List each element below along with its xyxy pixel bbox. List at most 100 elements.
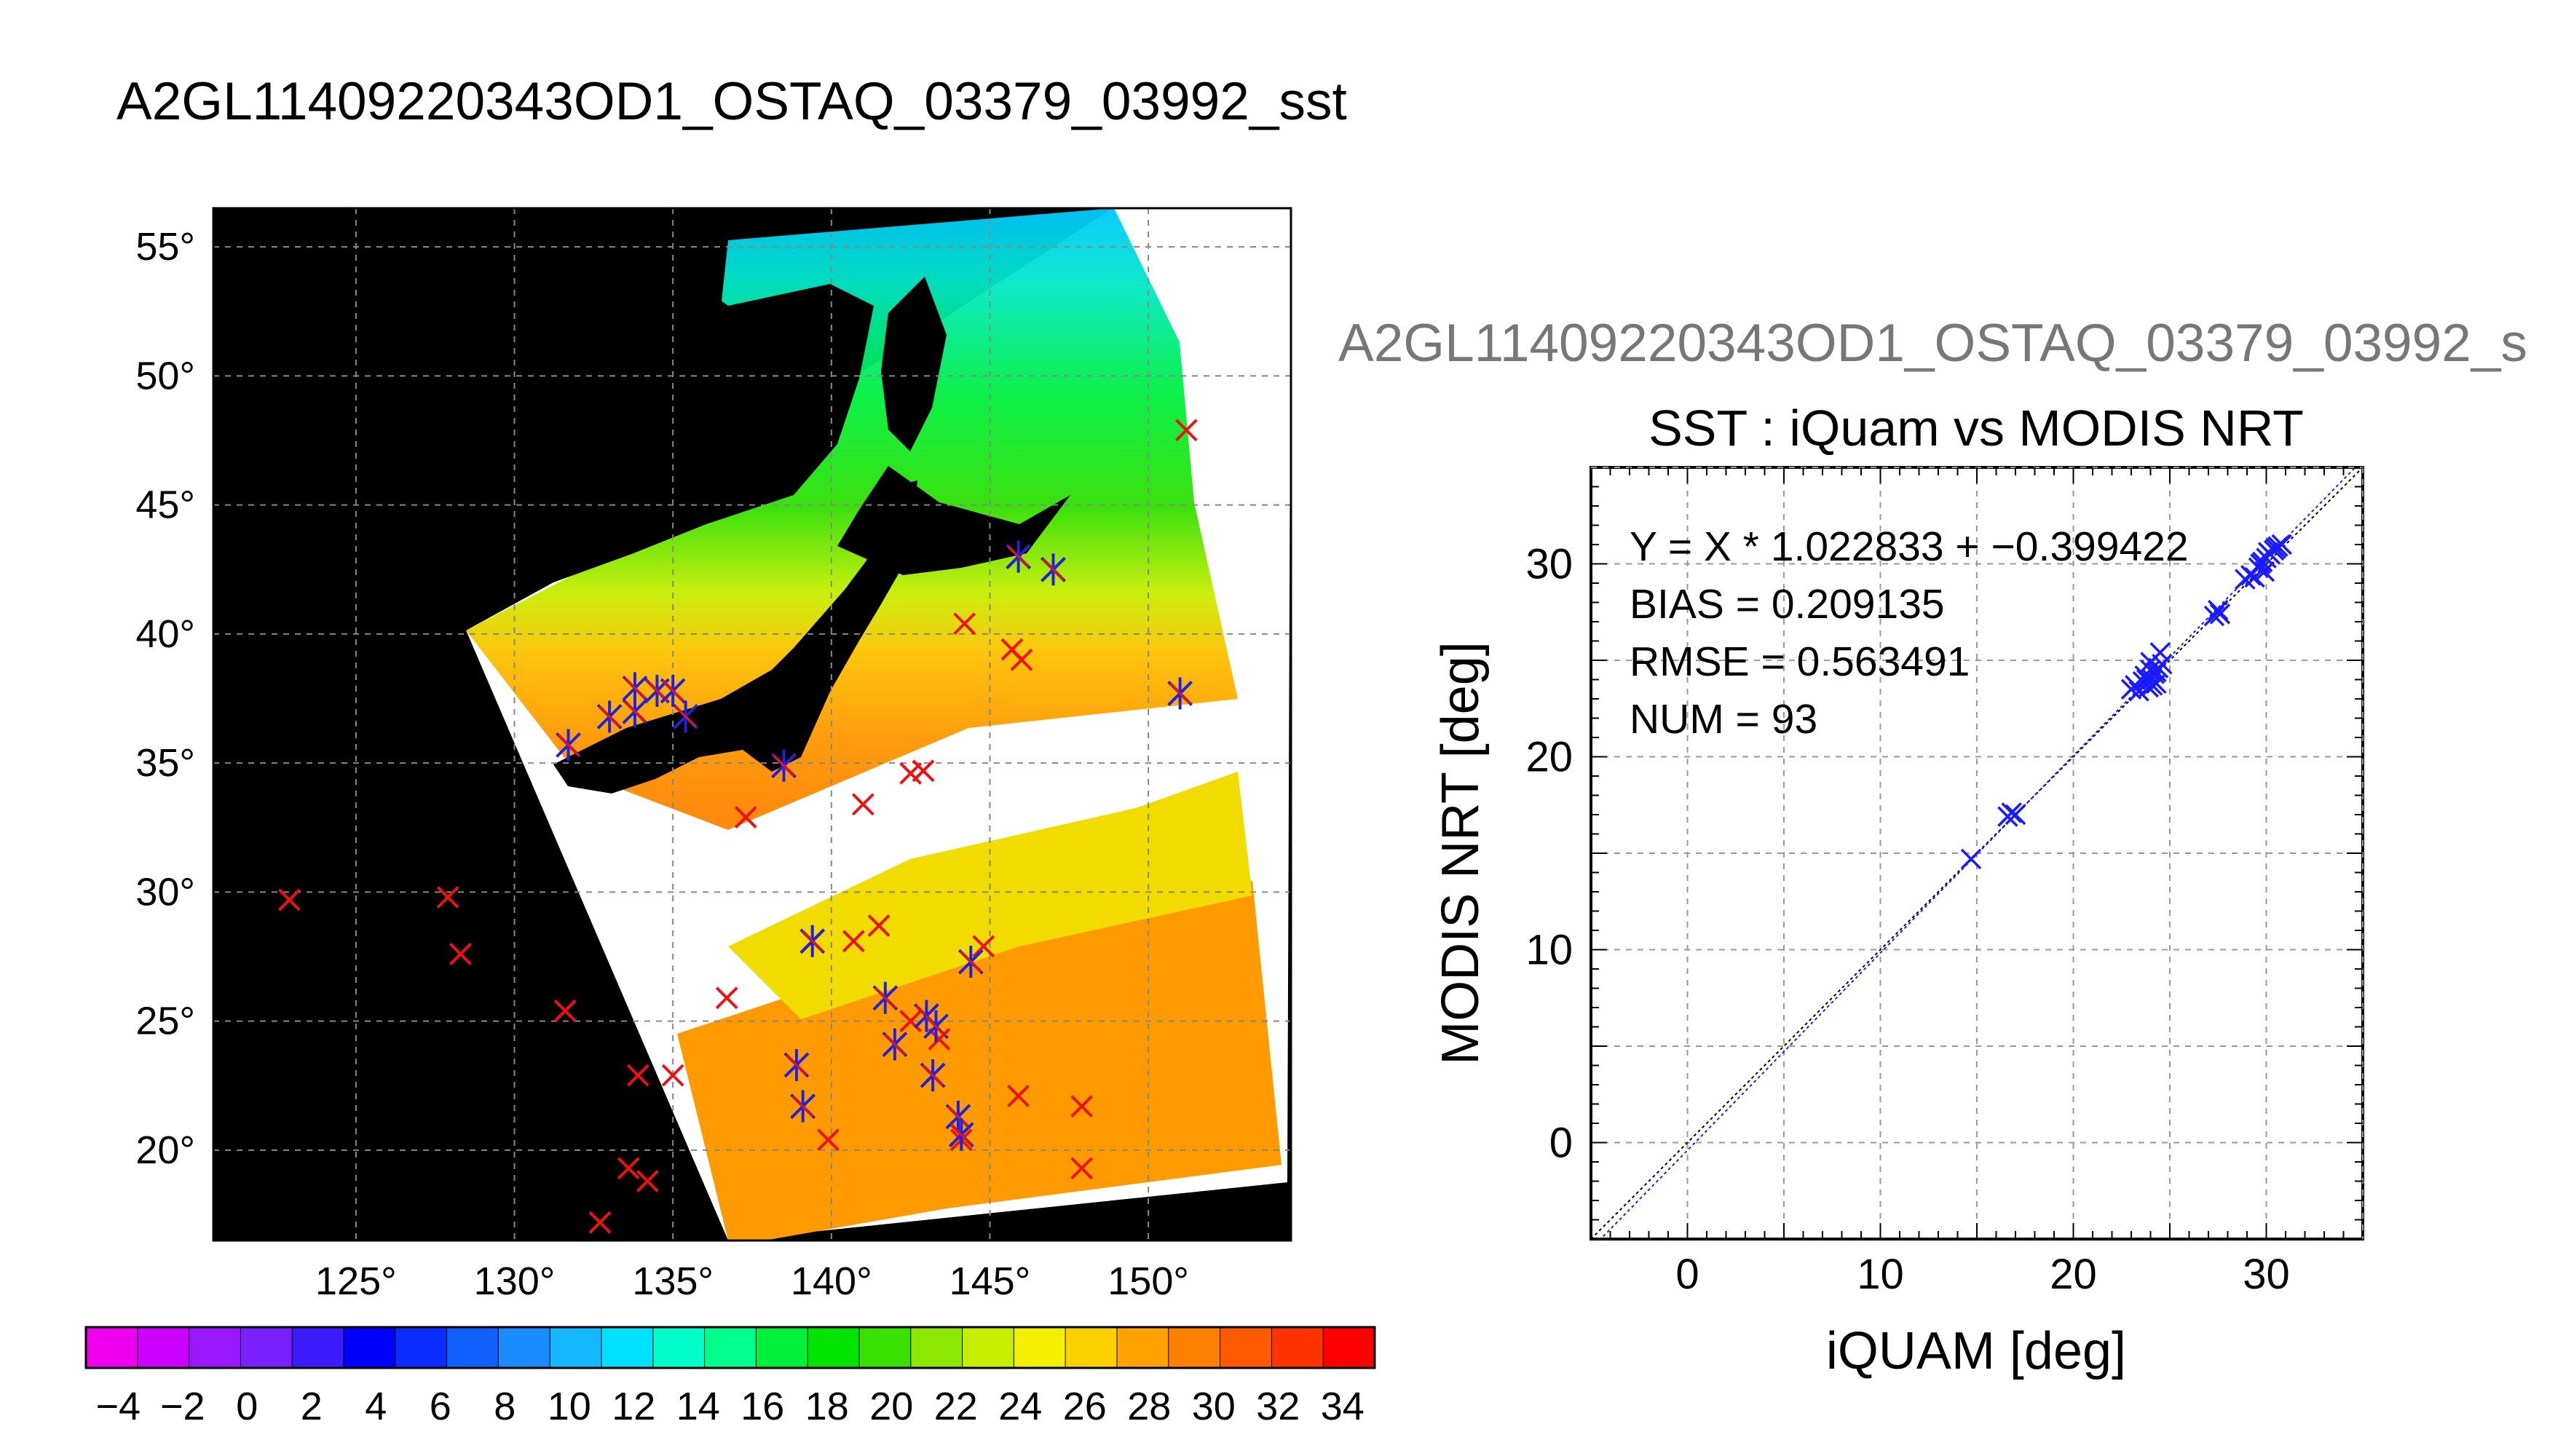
map-point-unmatched [636, 1170, 659, 1192]
map-lat-tick: 20° [135, 1128, 195, 1172]
map-point-matched [948, 1118, 974, 1151]
scatter-y-axis-label: MODIS NRT [deg] [1431, 641, 1490, 1065]
scatter-x-tick-label: 0 [1675, 1251, 1699, 1298]
scatter-point [1960, 848, 1982, 870]
colorbar-frame [84, 1326, 1376, 1369]
map-point-unmatched [842, 930, 865, 953]
scatter-grid [1591, 467, 2364, 1239]
map-lon-tick: 140° [791, 1259, 872, 1303]
colorbar-bin [395, 1326, 448, 1369]
map-lon-tick: 150° [1107, 1259, 1189, 1303]
colorbar-tick-label: 8 [494, 1385, 516, 1428]
colorbar-bins [85, 1326, 1375, 1369]
colorbar-tick-label: 24 [998, 1385, 1042, 1428]
map-point-unmatched [1070, 1095, 1094, 1118]
map-point-matched [1006, 540, 1032, 573]
scatter-point [2208, 599, 2229, 621]
map-point-matched [783, 1048, 810, 1081]
colorbar-bin [755, 1326, 809, 1369]
colorbar-bin [1168, 1326, 1221, 1369]
scatter-points [1960, 534, 2292, 870]
colorbar-bin [1322, 1326, 1375, 1369]
scatter-y-tick-label: 10 [1525, 927, 1573, 974]
colorbar-tick-labels: −4 −2 0 2 4 6 8 10 12 14 16 18 20 22 24 26 28 30 32 34 [95, 1385, 1364, 1428]
map-markers [278, 419, 1198, 1234]
map-point-unmatched [449, 943, 472, 965]
colorbar-bin [910, 1326, 963, 1369]
map-point-unmatched [436, 886, 459, 909]
map-point-unmatched [928, 1028, 951, 1051]
map-point-unmatched [278, 888, 301, 911]
map-point-unmatched [899, 1010, 923, 1033]
map-point-matched [882, 1028, 908, 1061]
map-point-matched [920, 1059, 946, 1092]
map-point-unmatched [953, 612, 976, 636]
map-tick-labels: 125° 130° 135° 140° 145° 150° 55° 50° 45° 40° 35° 3… [135, 225, 1189, 1303]
scatter-point [2134, 665, 2155, 687]
map-point-matched [957, 946, 984, 978]
scatter-x-tick-label: 10 [1857, 1251, 1904, 1298]
colorbar-bin [497, 1326, 551, 1369]
map-point-matched [596, 700, 623, 733]
scatter-y-tick-label: 20 [1525, 734, 1573, 781]
map-point-unmatched [867, 914, 891, 937]
map-lat-tick: 25° [135, 1000, 195, 1043]
scatter-file-title: A2GL11409220343OD1_OSTAQ_03379_03992_s [1338, 314, 2527, 373]
colorbar-tick-label: 20 [869, 1385, 913, 1428]
map-point-unmatched [734, 806, 757, 829]
colorbar-tick-label: 2 [301, 1385, 323, 1428]
map-lat-tick: 45° [135, 483, 195, 527]
colorbar-bin [240, 1326, 293, 1369]
map-point-matched [660, 674, 686, 707]
colorbar-bin [601, 1326, 654, 1369]
scatter-fit-lines [1591, 467, 2363, 1239]
swath-edge-left [437, 630, 728, 1241]
map-frame [212, 207, 1292, 1242]
land-hokkaido [837, 466, 1070, 575]
map-lat-tick: 30° [135, 870, 195, 914]
colorbar-bin [291, 1326, 345, 1369]
scatter-point [2001, 802, 2022, 823]
scatter-x-tick-label: 20 [2050, 1251, 2097, 1298]
colorbar-tick-label: 10 [548, 1385, 591, 1428]
colorbar-bin [446, 1326, 499, 1369]
colorbar-tick-label: −4 [95, 1385, 141, 1428]
scatter-point [2203, 605, 2225, 627]
map-point-unmatched [617, 1157, 640, 1180]
map-point-matched [872, 981, 899, 1014]
scatter-point [2141, 675, 2163, 696]
colorbar-bin [704, 1326, 757, 1369]
scatter-x-tick-label: 30 [2243, 1251, 2290, 1298]
scatter-point [2152, 654, 2173, 675]
colorbar-bin [343, 1326, 396, 1369]
scatter-point [2005, 804, 2026, 826]
colorbar-tick-label: 6 [430, 1385, 451, 1428]
colorbar-tick-label: 22 [934, 1385, 978, 1428]
colorbar-bin [549, 1326, 603, 1369]
colorbar-bin [1116, 1326, 1169, 1369]
map-point-unmatched [661, 1064, 684, 1087]
map-point-matched [799, 925, 826, 957]
scatter-tick-labels: 0 10 20 30 0 10 20 30 [1525, 541, 2289, 1299]
map-point-unmatched [588, 1211, 612, 1234]
map-point-matched [790, 1090, 816, 1123]
colorbar-tick-label: 4 [365, 1385, 387, 1428]
map-point-unmatched [817, 1128, 840, 1152]
map-lat-tick: 40° [135, 612, 195, 656]
colorbar-tick-label: 34 [1321, 1385, 1365, 1428]
land-asia [213, 208, 874, 1241]
scatter-stat-line: RMSE = 0.563491 [1630, 638, 1970, 685]
colorbar-bin [1220, 1326, 1273, 1369]
colorbar-bin [807, 1326, 860, 1369]
colorbar-tick-label: 0 [236, 1385, 258, 1428]
colorbar-bin [1271, 1326, 1324, 1369]
colorbar-tick-label: 32 [1256, 1385, 1300, 1428]
scatter-x-axis-label: iQUAM [deg] [1826, 1322, 2126, 1380]
map-lon-tick: 125° [315, 1259, 397, 1303]
map-point-unmatched [715, 986, 738, 1010]
colorbar-tick-label: 26 [1063, 1385, 1107, 1428]
colorbar-bin [1013, 1326, 1067, 1369]
